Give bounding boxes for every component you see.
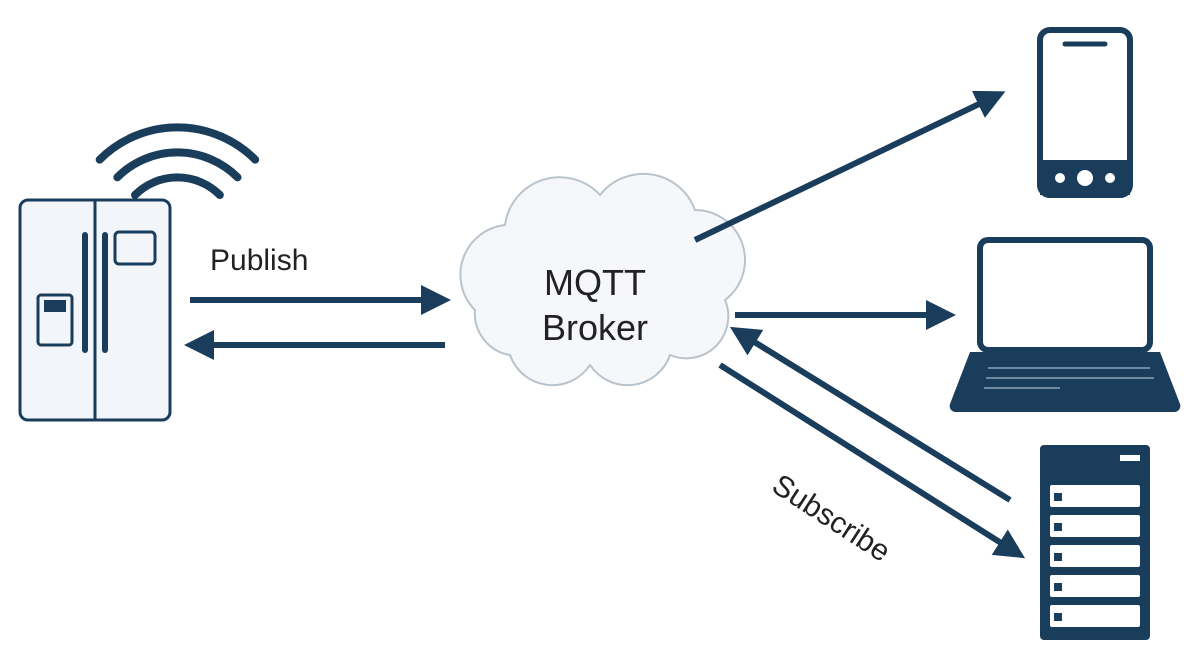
cloud-title-line1: MQTT <box>544 262 646 303</box>
publish-label: Publish <box>210 244 308 277</box>
cloud-broker: MQTT Broker <box>460 174 745 385</box>
server-icon <box>1040 445 1150 640</box>
fridge-icon <box>20 200 170 420</box>
cloud-title-line2: Broker <box>542 307 648 348</box>
arrow-to-phone <box>695 94 1000 240</box>
subscribe-label: Subscribe <box>766 468 896 568</box>
laptop-icon <box>950 240 1181 412</box>
phone-icon <box>1040 30 1130 195</box>
